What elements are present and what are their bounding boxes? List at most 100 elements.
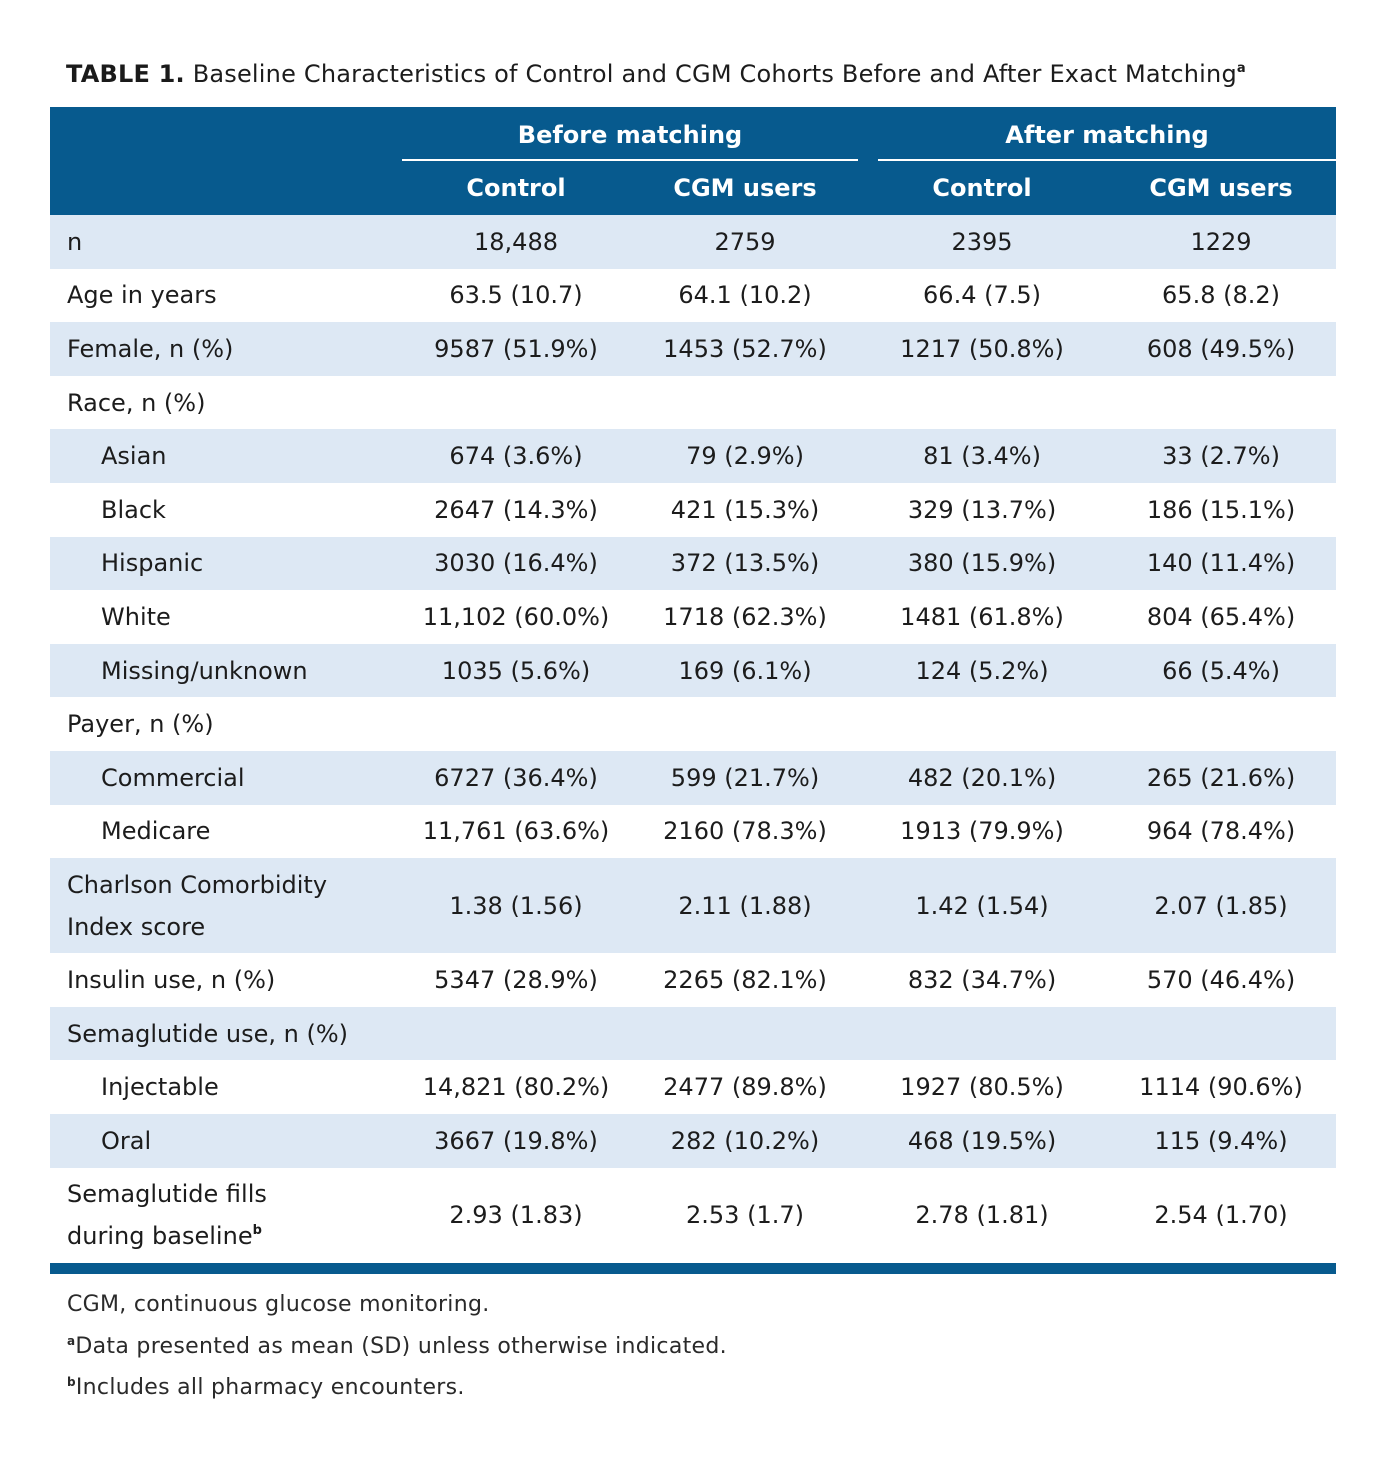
- row-label-text: Female, n (%): [67, 334, 234, 363]
- table-row: Hispanic 3030 (16.4%) 372 (13.5%) 380 (15.9…: [50, 536, 1337, 591]
- cell-value: 6727 (36.4%): [434, 763, 598, 792]
- cell-value: 674 (3.6%): [449, 442, 583, 471]
- cell: 282 (10.2%): [632, 1113, 859, 1168]
- table-row: Semaglutide use, n (%): [50, 1006, 1337, 1061]
- row-label: White: [50, 590, 400, 644]
- cell-value: 2.54 (1.70): [1154, 1201, 1288, 1229]
- footnote-mark: a: [67, 1333, 76, 1348]
- title-text: Baseline Characteristics of Control and …: [192, 60, 1237, 88]
- cell: 9587 (51.9%): [400, 322, 632, 376]
- cell-value: 329 (13.7%): [907, 495, 1057, 524]
- cell: 64.1 (10.2): [632, 269, 858, 323]
- table-row: White 11,102 (60.0%) 1718 (62.3%) 1481 (61.…: [50, 590, 1336, 644]
- cell-value: 64.1 (10.2): [678, 281, 812, 310]
- cell: 964 (78.4%): [1106, 805, 1336, 859]
- cell: [632, 697, 858, 751]
- cell: 5347 (28.9%): [400, 953, 632, 1007]
- cell-value: 608 (49.5%): [1146, 334, 1296, 363]
- cell: 599 (21.7%): [632, 750, 859, 805]
- row-label-text: Missing/unknown: [101, 656, 308, 685]
- row-label: n: [50, 215, 400, 269]
- cell: 380 (15.9%): [858, 536, 1107, 591]
- cell-value: 1229: [1190, 227, 1252, 256]
- row-label-text: White: [101, 602, 171, 631]
- cell-value: 1453 (52.7%): [663, 334, 827, 363]
- column-header: Control: [400, 161, 632, 215]
- table-row: Commercial 6727 (36.4%) 599 (21.7%) 482 (20…: [50, 750, 1337, 805]
- cell-value: 570 (46.4%): [1146, 965, 1296, 994]
- row-label-text: Injectable: [101, 1073, 219, 1102]
- cell: [1106, 1006, 1337, 1061]
- group-header: Before matching: [400, 107, 859, 161]
- row-label: Missing/unknown: [50, 643, 400, 698]
- column-header: CGM users: [632, 161, 859, 215]
- table-row: Payer, n (%): [50, 697, 1336, 751]
- title-note: a: [1236, 61, 1246, 76]
- cell-value: 2647 (14.3%): [434, 495, 598, 524]
- cell: 2.93 (1.83): [400, 1167, 632, 1274]
- row-label-text: Insulin use, n (%): [67, 965, 276, 994]
- row-label-text: Semaglutide use, n (%): [67, 1019, 349, 1048]
- table-row: Female, n (%) 9587 (51.9%) 1453 (52.7%) 121…: [50, 322, 1337, 376]
- cell: 482 (20.1%): [858, 750, 1107, 805]
- cell: 1481 (61.8%): [858, 590, 1106, 644]
- cell: 81 (3.4%): [858, 429, 1107, 483]
- row-label: Semaglutide fills during baselineb: [50, 1167, 400, 1274]
- cell: 674 (3.6%): [400, 429, 632, 483]
- cell-value: 11,102 (60.0%): [422, 602, 610, 631]
- cell-value: 804 (65.4%): [1146, 602, 1296, 631]
- row-label: Insulin use, n (%): [50, 953, 400, 1007]
- table-row: Black 2647 (14.3%) 421 (15.3%) 329 (13.7%) 1…: [50, 483, 1336, 537]
- table: Before matching After matching Control C…: [50, 107, 1337, 1274]
- row-label: Oral: [50, 1113, 400, 1168]
- cell-value: 380 (15.9%): [907, 549, 1057, 578]
- table-row: Asian 674 (3.6%) 79 (2.9%) 81 (3.4%) 33 (2.7…: [50, 429, 1337, 483]
- row-label-text: Commercial: [101, 763, 245, 792]
- cell: 1453 (52.7%): [632, 322, 859, 376]
- cell: 2759: [632, 215, 859, 269]
- cell-value: 140 (11.4%): [1146, 549, 1296, 578]
- cell: 2395: [858, 215, 1107, 269]
- cell-value: 2759: [714, 227, 776, 256]
- cell: 14,821 (80.2%): [400, 1060, 632, 1114]
- row-label: Age in years: [50, 269, 400, 323]
- cell-value: 186 (15.1%): [1146, 495, 1296, 524]
- cell-value: 124 (5.2%): [915, 656, 1049, 685]
- cell-value: 115 (9.4%): [1154, 1126, 1288, 1155]
- cell-value: 2.07 (1.85): [1154, 891, 1288, 920]
- cell-value: 2.53 (1.7): [686, 1201, 804, 1229]
- group-label: Before matching: [402, 107, 859, 161]
- table-title: TABLE 1. Baseline Characteristics of Con…: [66, 60, 1246, 88]
- group-header: After matching: [858, 107, 1337, 161]
- cell: 66 (5.4%): [1106, 643, 1337, 698]
- cell-value: 1217 (50.8%): [900, 334, 1064, 363]
- group-label: After matching: [878, 107, 1337, 161]
- cell-value: 169 (6.1%): [678, 656, 812, 685]
- cell-value: 66 (5.4%): [1162, 656, 1280, 685]
- table-row: Race, n (%): [50, 376, 1336, 430]
- row-label-text: Medicare: [101, 817, 211, 846]
- cell: [858, 376, 1106, 430]
- cell: 372 (13.5%): [632, 536, 859, 591]
- cell: 124 (5.2%): [858, 643, 1107, 698]
- cell-value: 2.11 (1.88): [678, 891, 812, 920]
- cell-value: 79 (2.9%): [686, 442, 804, 471]
- footnote-text: Includes all pharmacy encounters.: [75, 1375, 465, 1400]
- row-label-text: n: [67, 227, 83, 256]
- cell: 2.11 (1.88): [632, 858, 859, 954]
- column-header: Control: [858, 161, 1107, 215]
- row-label: Medicare: [50, 805, 400, 859]
- cell: 1913 (79.9%): [858, 805, 1106, 859]
- row-note: b: [252, 1223, 262, 1238]
- row-label-text: Hispanic: [101, 549, 204, 578]
- row-label-line: Charlson Comorbidity: [67, 870, 328, 899]
- cell-value: 482 (20.1%): [907, 763, 1057, 792]
- cell: 832 (34.7%): [858, 953, 1106, 1007]
- cell: [1106, 697, 1336, 751]
- cell: [858, 697, 1106, 751]
- header-corner: [50, 107, 400, 215]
- cell: 2.07 (1.85): [1106, 858, 1337, 954]
- cell: 11,761 (63.6%): [400, 805, 632, 859]
- cell: 169 (6.1%): [632, 643, 859, 698]
- cell: [400, 376, 632, 430]
